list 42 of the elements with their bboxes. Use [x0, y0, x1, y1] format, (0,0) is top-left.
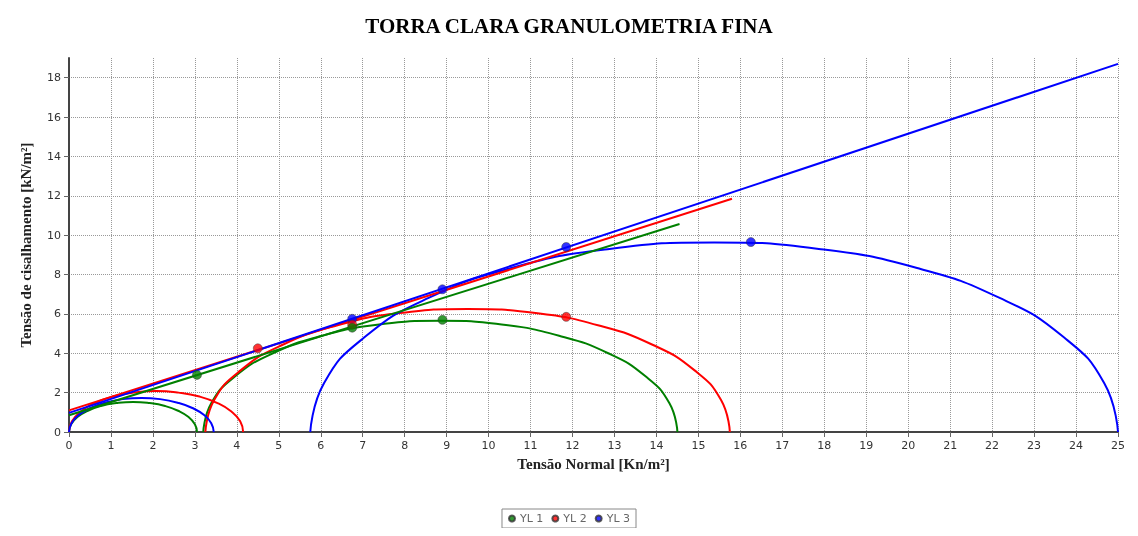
y-tick-label: 10: [47, 228, 61, 242]
x-tick-label: 1: [107, 439, 115, 452]
chart-title: TORRA CLARA GRANULOMETRIA FINA: [365, 13, 774, 38]
x-tick-label: 17: [775, 439, 790, 452]
x-tick-label: 22: [985, 439, 1000, 452]
x-tick-label: 3: [191, 439, 199, 452]
x-tick-label: 11: [523, 439, 538, 452]
y-tick-label: 16: [47, 110, 61, 124]
x-tick-label: 15: [691, 439, 706, 452]
y-tick-label: 4: [54, 346, 61, 360]
x-tick-label: 5: [275, 439, 283, 452]
x-tick-label: 9: [443, 439, 451, 452]
y-axis-title: Tensão de cisalhamento [kN/m²]: [17, 142, 34, 348]
x-tick-label: 14: [649, 439, 664, 452]
y-tick-label: 6: [54, 307, 61, 321]
x-tick-label: 24: [1069, 439, 1084, 452]
y-tick-label: 18: [47, 71, 61, 85]
x-tick-label: 18: [817, 439, 832, 452]
x-tick-label: 25: [1111, 439, 1125, 452]
x-tick-label: 19: [859, 439, 874, 452]
x-tick-label: 20: [901, 439, 916, 452]
x-axis-title: Tensão Normal [Kn/m²]: [517, 455, 670, 472]
x-tick-label: 12: [565, 439, 580, 452]
x-tick-label: 7: [359, 439, 367, 452]
x-tick-label: 2: [149, 439, 157, 452]
x-tick-label: 4: [233, 439, 241, 452]
x-tick-label: 23: [1027, 439, 1042, 452]
legend-label: YL 3: [605, 512, 631, 525]
x-tick-label: 10: [481, 439, 496, 452]
y-tick-label: 8: [54, 268, 61, 282]
y-tick-label: 2: [54, 386, 61, 400]
y-tick-label: 14: [47, 149, 61, 163]
legend-label: YL 2: [562, 512, 587, 525]
x-tick-label: 0: [65, 439, 73, 452]
x-tick-label: 21: [943, 439, 958, 452]
x-tick-label: 16: [733, 439, 748, 452]
x-tick-label: 6: [317, 439, 325, 452]
y-tick-label: 12: [47, 189, 61, 203]
legend-label: YL 1: [518, 512, 544, 525]
x-tick-label: 13: [607, 439, 622, 452]
y-tick-label: 0: [54, 425, 61, 439]
x-tick-label: 8: [401, 439, 409, 452]
